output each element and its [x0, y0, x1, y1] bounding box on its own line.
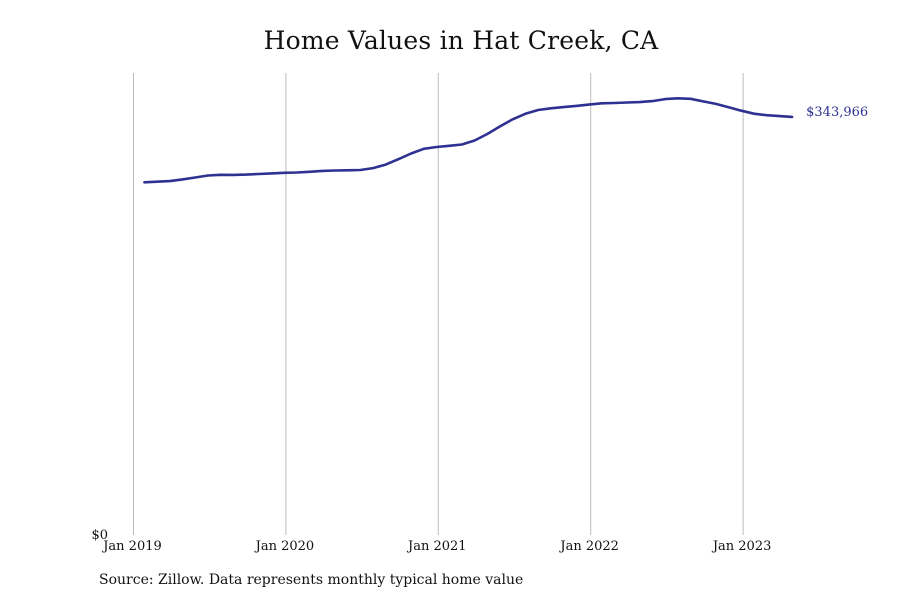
x-tick-label: Jan 2019	[101, 539, 162, 554]
series-line-0	[143, 97, 794, 184]
end-value-label: $343,966	[806, 105, 868, 120]
y-tick-label: $0	[91, 528, 108, 543]
source-note: Source: Zillow. Data represents monthly …	[99, 572, 524, 588]
x-tick-label: Jan 2022	[558, 539, 619, 554]
x-tick-label: Jan 2021	[406, 539, 467, 554]
series-group	[143, 97, 794, 184]
x-tick-label: Jan 2023	[711, 539, 772, 554]
x-tick-label: Jan 2020	[254, 539, 315, 554]
x-axis-tick-labels: Jan 2019 Jan 2020 Jan 2021 Jan 2022 Jan 2023	[101, 539, 771, 554]
end-label-group: $343,966	[806, 105, 868, 120]
y-axis-tick-labels: $0	[91, 528, 108, 543]
gridlines	[133, 73, 744, 535]
chart-title: Home Values in Hat Creek, CA	[263, 26, 659, 55]
